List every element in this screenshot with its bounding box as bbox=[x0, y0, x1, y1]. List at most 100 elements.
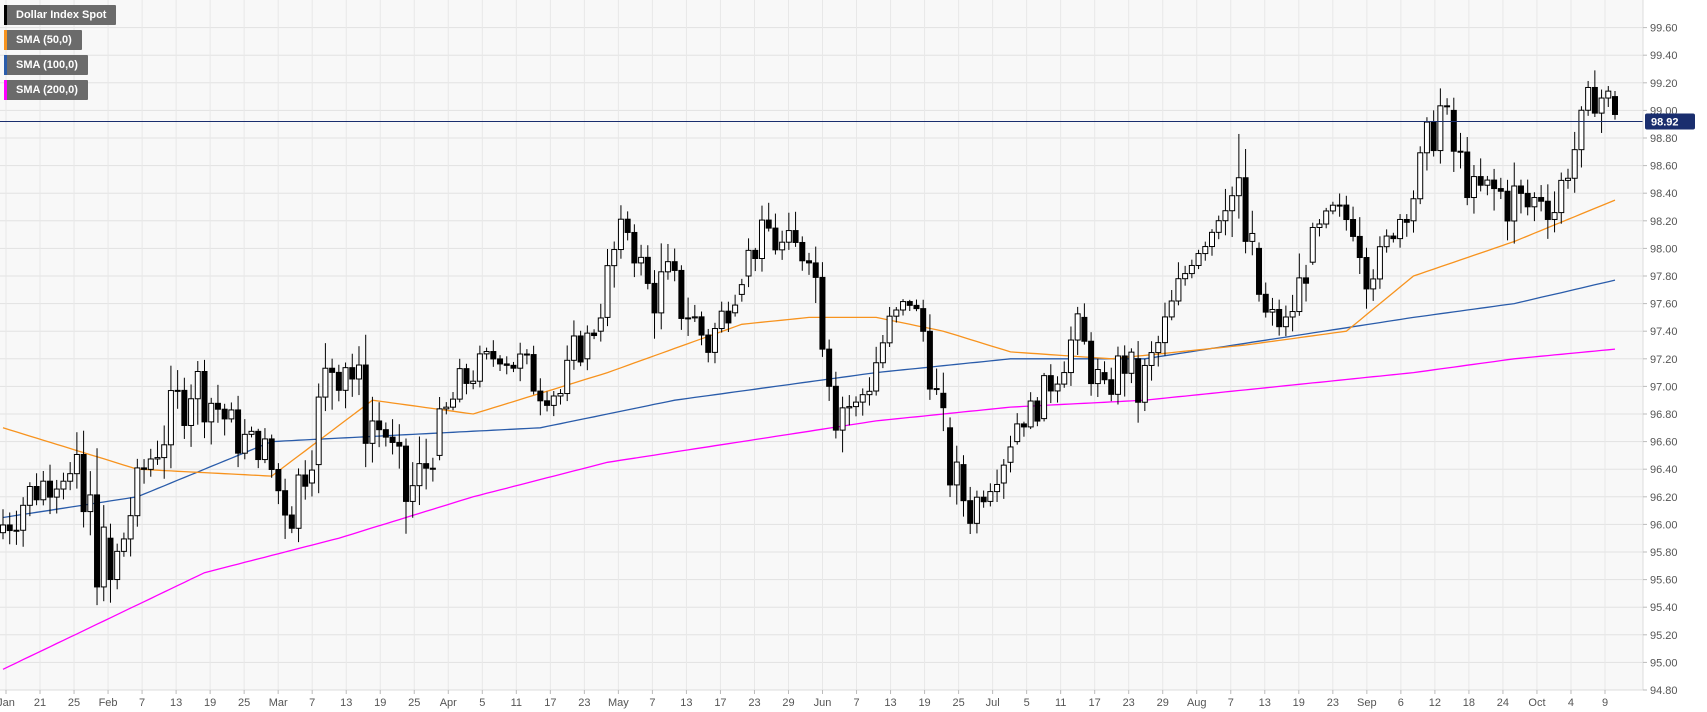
candle-body bbox=[913, 304, 920, 310]
candle bbox=[470, 370, 477, 390]
candle bbox=[329, 358, 336, 410]
candle-body bbox=[611, 249, 618, 267]
candle bbox=[544, 391, 551, 412]
candle bbox=[611, 241, 618, 288]
candle bbox=[1316, 219, 1323, 237]
candle-body bbox=[1511, 185, 1518, 222]
candle-body bbox=[1014, 423, 1021, 443]
candle bbox=[570, 320, 577, 370]
candle bbox=[510, 361, 517, 373]
candle-body bbox=[436, 408, 443, 456]
candle bbox=[1531, 192, 1538, 222]
candle bbox=[1336, 193, 1343, 217]
candle bbox=[523, 349, 530, 365]
candle bbox=[597, 303, 604, 342]
candle-body bbox=[1135, 358, 1142, 403]
candle-body bbox=[107, 537, 114, 581]
candle bbox=[537, 378, 544, 416]
candle bbox=[73, 432, 80, 489]
candle-body bbox=[564, 359, 571, 395]
candle bbox=[47, 464, 54, 515]
candle-body bbox=[1088, 340, 1095, 385]
candle-body bbox=[1155, 342, 1162, 354]
candle bbox=[1155, 335, 1162, 367]
candle-body bbox=[1410, 198, 1417, 222]
candle bbox=[1161, 302, 1168, 356]
candle-body bbox=[1101, 372, 1108, 381]
candle-body bbox=[1450, 109, 1457, 152]
candle-body bbox=[638, 256, 645, 264]
candle bbox=[926, 314, 933, 400]
candle-body bbox=[772, 227, 779, 251]
candle-body bbox=[1316, 223, 1323, 228]
candle bbox=[1591, 70, 1598, 117]
y-tick-label: 96.60 bbox=[1650, 437, 1678, 449]
x-tick-label: 13 bbox=[340, 697, 352, 709]
legend-item-sma-200[interactable]: SMA (200,0) bbox=[4, 80, 88, 100]
candle-body bbox=[147, 458, 154, 470]
candle bbox=[953, 445, 960, 505]
candle bbox=[147, 448, 154, 477]
y-tick-label: 99.20 bbox=[1650, 78, 1678, 90]
candle bbox=[940, 372, 947, 432]
candle-body bbox=[208, 402, 215, 423]
candle bbox=[503, 356, 510, 375]
legend-swatch-sma-200 bbox=[4, 80, 7, 100]
candle-body bbox=[732, 304, 739, 314]
candle bbox=[295, 468, 302, 543]
candle-body bbox=[1430, 121, 1437, 152]
legend-item-dollar-index[interactable]: Dollar Index Spot bbox=[4, 5, 117, 25]
candle-body bbox=[1585, 86, 1592, 111]
candle-body bbox=[765, 219, 772, 229]
candle-body bbox=[201, 371, 208, 423]
candle-body bbox=[134, 467, 141, 517]
y-tick-label: 95.40 bbox=[1650, 602, 1678, 614]
legend-item-sma-100[interactable]: SMA (100,0) bbox=[4, 55, 88, 75]
candle-body bbox=[503, 363, 510, 366]
candle bbox=[1289, 294, 1296, 332]
candle bbox=[691, 304, 698, 322]
candle bbox=[389, 419, 396, 455]
candle-body bbox=[120, 538, 127, 552]
current-price-label: 98.92 bbox=[1651, 116, 1679, 128]
legend-item-sma-50[interactable]: SMA (50,0) bbox=[4, 30, 82, 50]
candle-body bbox=[1336, 204, 1343, 207]
candle-body bbox=[779, 241, 786, 251]
candle bbox=[812, 246, 819, 304]
candle-body bbox=[1578, 109, 1585, 151]
candle-body bbox=[960, 464, 967, 502]
candle bbox=[1141, 358, 1148, 412]
candle bbox=[577, 330, 584, 367]
candle-body bbox=[1605, 90, 1612, 99]
candle bbox=[517, 342, 524, 382]
candle bbox=[120, 532, 127, 557]
candle bbox=[181, 377, 188, 439]
candle-body bbox=[1612, 96, 1618, 115]
candle bbox=[973, 490, 980, 534]
candle bbox=[678, 265, 685, 330]
candle-body bbox=[6, 524, 13, 532]
candle-body bbox=[651, 282, 658, 314]
candle-body bbox=[382, 429, 389, 438]
candle bbox=[188, 384, 195, 447]
candle-body bbox=[1148, 352, 1155, 366]
y-tick-label: 99.40 bbox=[1650, 50, 1678, 62]
candle-body bbox=[194, 371, 201, 400]
candle-body bbox=[1000, 464, 1007, 484]
candle bbox=[1182, 265, 1189, 286]
x-tick-label: 17 bbox=[714, 697, 726, 709]
candle bbox=[288, 506, 295, 534]
candle-body bbox=[685, 317, 692, 320]
candle bbox=[1403, 214, 1410, 237]
x-tick-label: 19 bbox=[374, 697, 386, 709]
x-tick-label: 25 bbox=[238, 697, 250, 709]
candle bbox=[738, 278, 745, 302]
candle-body bbox=[644, 256, 651, 284]
legend-swatch-sma-50 bbox=[4, 30, 7, 50]
candle bbox=[87, 471, 94, 536]
candle bbox=[436, 396, 443, 461]
candle-body bbox=[859, 394, 866, 403]
candle bbox=[557, 389, 564, 405]
candle-body bbox=[443, 406, 450, 410]
x-tick-label: 13 bbox=[1259, 697, 1271, 709]
